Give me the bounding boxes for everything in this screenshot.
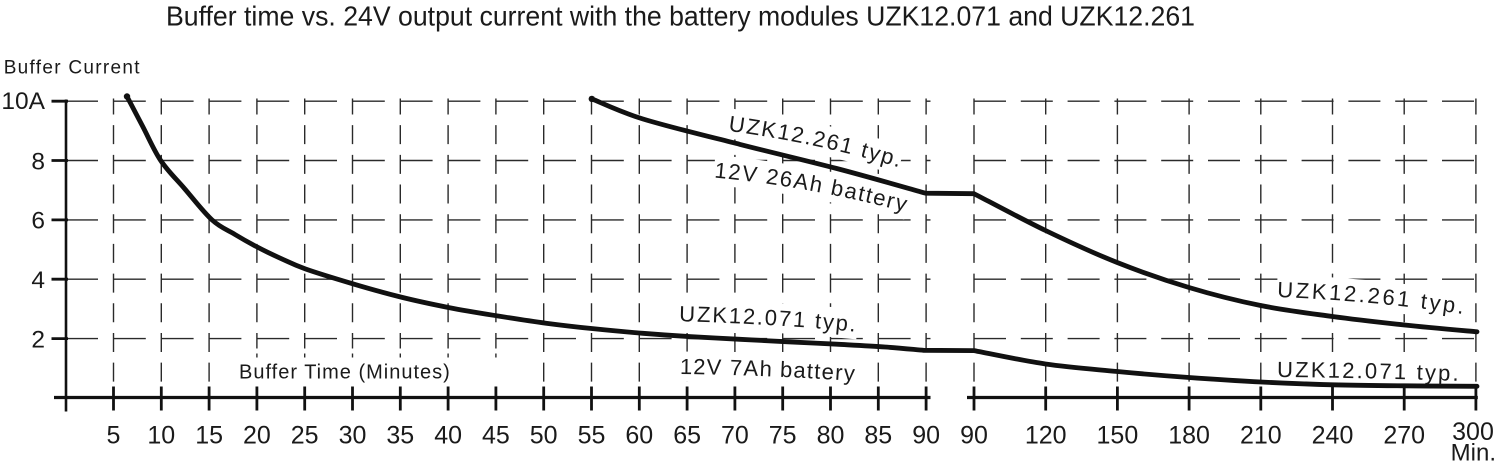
svg-text:2: 2: [31, 326, 45, 353]
svg-text:10: 10: [147, 422, 175, 450]
svg-text:180: 180: [1168, 422, 1210, 450]
svg-text:8: 8: [31, 148, 45, 175]
svg-text:4: 4: [31, 267, 45, 294]
svg-text:6: 6: [31, 208, 45, 235]
svg-text:300: 300: [1452, 418, 1494, 446]
svg-text:80: 80: [817, 422, 845, 450]
svg-text:UZK12.071 typ.: UZK12.071 typ.: [1277, 357, 1461, 386]
svg-text:270: 270: [1383, 422, 1425, 450]
svg-text:Buffer Current: Buffer Current: [4, 58, 141, 79]
svg-text:10A: 10A: [1, 88, 45, 115]
svg-text:60: 60: [625, 422, 653, 450]
svg-text:75: 75: [769, 422, 797, 450]
svg-text:40: 40: [434, 422, 462, 450]
svg-text:120: 120: [1025, 422, 1067, 450]
svg-text:5: 5: [107, 422, 121, 450]
svg-text:45: 45: [482, 422, 510, 450]
svg-text:20: 20: [243, 422, 271, 450]
svg-text:210: 210: [1240, 422, 1282, 450]
svg-text:70: 70: [721, 422, 749, 450]
svg-text:90: 90: [960, 422, 988, 450]
svg-text:90: 90: [912, 422, 940, 450]
svg-text:Buffer Time (Minutes): Buffer Time (Minutes): [239, 362, 451, 384]
svg-text:240: 240: [1312, 422, 1354, 450]
svg-text:85: 85: [864, 422, 892, 450]
svg-text:15: 15: [195, 422, 223, 450]
svg-text:50: 50: [530, 422, 558, 450]
svg-text:25: 25: [291, 422, 319, 450]
svg-text:Min.: Min.: [1451, 440, 1496, 467]
svg-text:30: 30: [339, 422, 367, 450]
svg-text:65: 65: [673, 422, 701, 450]
svg-text:55: 55: [578, 422, 606, 450]
svg-text:150: 150: [1097, 422, 1139, 450]
svg-text:35: 35: [386, 422, 414, 450]
svg-text:Buffer time vs. 24V output cur: Buffer time vs. 24V output current with …: [166, 1, 1195, 32]
